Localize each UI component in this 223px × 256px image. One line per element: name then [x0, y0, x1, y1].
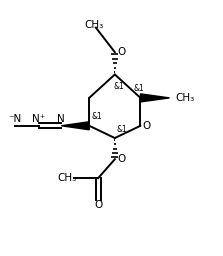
Text: N⁺: N⁺	[32, 114, 46, 124]
Text: &1: &1	[116, 125, 127, 134]
Text: O: O	[118, 154, 126, 164]
Text: CH₃: CH₃	[175, 93, 194, 103]
Polygon shape	[140, 94, 169, 102]
Text: CH₃: CH₃	[84, 20, 103, 30]
Text: CH₃: CH₃	[57, 173, 76, 183]
Text: N: N	[58, 114, 65, 124]
Text: &1: &1	[92, 112, 102, 121]
Text: &1: &1	[114, 82, 124, 91]
Text: ⁻N: ⁻N	[8, 114, 22, 124]
Text: O: O	[118, 47, 126, 57]
Text: &1: &1	[134, 84, 145, 93]
Text: O: O	[143, 121, 151, 131]
Polygon shape	[61, 122, 89, 130]
Text: O: O	[94, 200, 102, 210]
